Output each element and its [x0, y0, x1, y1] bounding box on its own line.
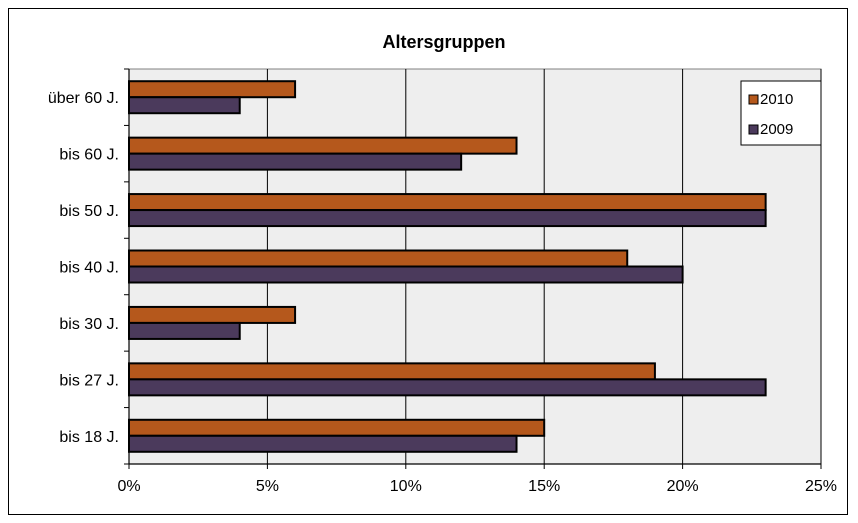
bar-2010-6 — [128, 362, 656, 381]
y-tick-label: bis 27 J. — [59, 372, 119, 389]
bar-2010-1 — [128, 80, 297, 99]
plot-area: 0% 5% 10% 15% 20% 25% über 60 J. bis 60 J. bis 5… — [48, 68, 837, 495]
y-tick-label: über 60 J. — [48, 90, 119, 107]
bar-2010-7 — [128, 418, 546, 437]
bar-2009-2 — [128, 152, 463, 171]
bar-2009-1 — [128, 96, 241, 115]
y-tick-label: bis 50 J. — [59, 203, 119, 220]
legend-swatch-2009 — [748, 124, 759, 135]
bar-2010-5 — [128, 305, 297, 324]
bar-2009-5 — [128, 321, 241, 340]
bar-2010-2 — [128, 136, 518, 155]
y-tick-label: bis 18 J. — [59, 429, 119, 446]
x-tick-label: 0% — [117, 478, 140, 495]
bar-chart: Altersgruppen 0% 5% 10% 15% 20% 25% über 60 J.… — [48, 32, 837, 495]
x-tick-label: 10% — [390, 478, 422, 495]
bar-2010-3 — [128, 193, 767, 212]
bar-2009-3 — [128, 209, 767, 228]
bar-2009-7 — [128, 434, 518, 453]
x-tick-label: 25% — [805, 478, 837, 495]
chart-title: Altersgruppen — [382, 32, 505, 52]
bar-2010-4 — [128, 249, 629, 268]
bar-2009-6 — [128, 378, 767, 397]
chart-frame: Altersgruppen 0% 5% 10% 15% 20% 25% über 60 J.… — [8, 8, 848, 515]
x-tick-label: 20% — [667, 478, 699, 495]
legend-label-2010: 2010 — [760, 91, 793, 108]
x-tick-label: 15% — [528, 478, 560, 495]
bar-2009-4 — [128, 265, 684, 284]
y-tick-label: bis 40 J. — [59, 260, 119, 277]
x-tick-label: 5% — [256, 478, 279, 495]
legend: 2010 2009 — [740, 80, 822, 146]
legend-label-2009: 2009 — [760, 121, 793, 138]
y-tick-label: bis 30 J. — [59, 316, 119, 333]
legend-swatch-2010 — [748, 94, 759, 105]
y-tick-label: bis 60 J. — [59, 147, 119, 164]
